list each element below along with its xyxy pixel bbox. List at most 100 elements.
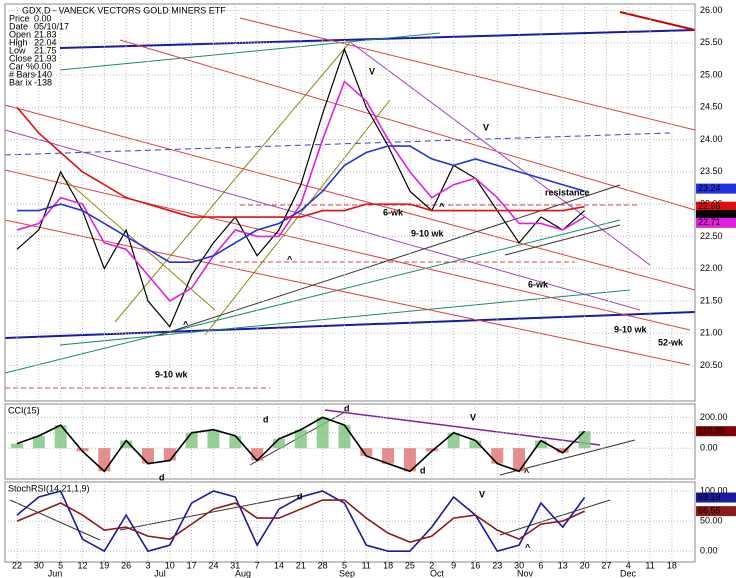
y-tick-label: 25.50 — [700, 37, 723, 47]
annotation: V — [483, 122, 489, 132]
x-tick-label: 11 — [362, 560, 371, 570]
price-panel — [4, 3, 696, 402]
stoch-panel — [4, 481, 696, 563]
y-tick-label: 0.00 — [700, 443, 718, 453]
panel-title: CCI(15) — [8, 405, 40, 415]
info-value: 21.93 — [34, 53, 57, 63]
x-tick-label: 20 — [580, 560, 590, 570]
month-label: Nov — [517, 568, 534, 578]
annotation: d — [420, 465, 426, 475]
annotation: 6-wk — [383, 207, 404, 217]
annotation: ^ — [525, 542, 531, 552]
cci-bar — [513, 448, 526, 472]
cci-bar — [556, 448, 569, 453]
x-tick-label: 18 — [383, 560, 393, 570]
annotation: resistance — [545, 187, 590, 197]
x-tick-label: 3 — [145, 560, 150, 570]
y-tick-label: 24.00 — [700, 134, 723, 144]
y-tick-label: 20.50 — [700, 360, 723, 370]
series-line — [16, 47, 585, 328]
info-label: Low — [9, 45, 26, 55]
last-value-label: 22.71 — [698, 217, 721, 227]
annotation: d — [297, 491, 303, 501]
info-label: Bar ix — [9, 77, 33, 87]
annotation: ^ — [287, 254, 293, 264]
last-value-label: 110.35 — [698, 426, 725, 436]
annotation: V — [470, 412, 476, 422]
last-value-tag — [696, 210, 736, 221]
cci-bar — [54, 425, 67, 449]
x-tick-label: 22 — [12, 560, 22, 570]
y-tick-label: 21.50 — [700, 295, 723, 305]
annotation: 9-10 wk — [411, 228, 445, 238]
annotation: d — [344, 403, 350, 413]
x-tick-label: 17 — [187, 560, 197, 570]
y-tick-label: 23.50 — [700, 166, 723, 176]
cci-bar — [229, 435, 242, 449]
annotation: d — [263, 414, 269, 424]
x-tick-label: 5 — [58, 560, 63, 570]
annotation: 6-wk — [528, 279, 549, 289]
annotation: 9-10 wk — [155, 369, 189, 379]
annotation: V — [479, 489, 485, 499]
y-tick-label: 0.00 — [700, 546, 718, 556]
info-label: Price — [9, 13, 30, 23]
y-tick-label: 200.00 — [700, 412, 728, 422]
x-tick-label: 10 — [165, 560, 175, 570]
annotation: ^ — [524, 467, 530, 477]
series-line — [17, 145, 585, 264]
x-tick-label: 6 — [538, 560, 543, 570]
cci-bar — [11, 443, 23, 449]
cci-bar — [360, 448, 373, 456]
x-tick-label: 18 — [667, 560, 677, 570]
annotation: V — [369, 66, 375, 76]
y-tick-label: 22.00 — [700, 263, 723, 273]
info-label: Date — [9, 21, 28, 31]
y-tick-label: 25.00 — [700, 69, 723, 79]
month-label: Jul — [154, 568, 166, 578]
cci-bar — [207, 429, 220, 449]
info-value: 0.00 — [34, 13, 52, 23]
cci-bar — [425, 448, 438, 452]
month-label: Jun — [48, 568, 63, 578]
last-value-label: 66.55 — [698, 506, 721, 516]
cci-bar — [316, 417, 329, 449]
x-tick-label: 21 — [296, 560, 306, 570]
cci-bar — [491, 448, 504, 464]
y-tick-label: 26.00 — [700, 5, 723, 15]
last-value-tag — [696, 201, 736, 212]
info-label: Car % — [9, 61, 34, 71]
info-value: 21.83 — [34, 29, 57, 39]
cci-bar — [76, 448, 89, 452]
annotation: ^ — [439, 201, 445, 211]
series-line — [16, 416, 586, 473]
x-tick-label: 5 — [342, 560, 347, 570]
series-line — [16, 499, 585, 543]
info-value: 05/10/17 — [34, 21, 69, 31]
cci-bar — [403, 448, 416, 472]
x-tick-label: 12 — [77, 560, 87, 570]
y-tick-label: 24.50 — [700, 102, 723, 112]
annotation: 9-10 wk — [614, 324, 648, 334]
info-value: -138 — [34, 77, 52, 87]
cci-panel — [4, 403, 696, 480]
cci-bar — [338, 425, 351, 449]
x-tick-label: 4 — [626, 560, 631, 570]
x-tick-label: 25 — [405, 560, 415, 570]
y-tick-label: 22.50 — [700, 231, 723, 241]
x-tick-label: 19 — [99, 560, 109, 570]
y-tick-label: 21.00 — [700, 328, 723, 338]
info-value: 0.00 — [34, 61, 52, 71]
last-value-tag — [696, 183, 736, 194]
cci-bar — [382, 448, 395, 464]
cci-bar — [32, 435, 45, 449]
panel-title: StochRSI(14,21,1,9) — [8, 483, 90, 493]
x-tick-label: 7 — [255, 560, 260, 570]
x-tick-label: 28 — [318, 560, 328, 570]
x-tick-label: 16 — [470, 560, 480, 570]
x-tick-label: 2 — [429, 560, 434, 570]
info-label: High — [9, 37, 28, 47]
x-tick-label: 26 — [121, 560, 131, 570]
x-tick-label: 30 — [514, 560, 524, 570]
